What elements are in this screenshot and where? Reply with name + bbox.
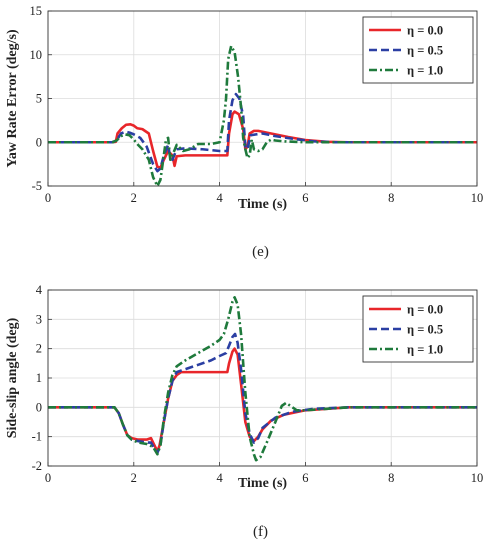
legend-label-2: η = 1.0 xyxy=(407,343,443,357)
series-line-0 xyxy=(48,110,477,169)
y-tick-label: 3 xyxy=(36,312,42,326)
x-tick-label: 4 xyxy=(216,471,223,485)
x-axis-label: Time (s) xyxy=(238,197,287,212)
legend-label-0: η = 0.0 xyxy=(407,24,443,38)
y-tick-label: 15 xyxy=(30,4,43,18)
series-line-2 xyxy=(48,44,477,188)
x-tick-label: 2 xyxy=(131,191,137,205)
x-tick-label: 0 xyxy=(45,191,51,205)
x-tick-label: 0 xyxy=(45,471,51,485)
chart-caption: (f) xyxy=(253,524,268,540)
x-tick-label: 8 xyxy=(388,191,394,205)
y-tick-label: 1 xyxy=(36,371,42,385)
plot-frame xyxy=(47,10,478,187)
legend: η = 0.0 η = 0.5 η = 1.0 xyxy=(362,16,474,84)
x-tick-label: 10 xyxy=(471,191,484,205)
legend-label-1: η = 0.5 xyxy=(407,44,443,58)
x-tick-label: 10 xyxy=(471,471,484,485)
y-axis-label: Yaw Rate Error (deg/s) xyxy=(5,29,20,168)
series-line-1 xyxy=(48,92,477,173)
y-tick-label: 0 xyxy=(36,135,42,149)
y-tick-label: -1 xyxy=(32,430,42,444)
x-tick-label: 2 xyxy=(131,471,137,485)
x-tick-label: 4 xyxy=(216,191,223,205)
x-tick-label: 6 xyxy=(302,191,308,205)
y-axis-label: Side-slip angle (deg) xyxy=(5,317,20,438)
legend: η = 0.0 η = 0.5 η = 1.0 xyxy=(362,295,474,363)
y-tick-label: 4 xyxy=(36,283,43,297)
y-tick-label: 5 xyxy=(36,92,42,106)
y-tick-label: 0 xyxy=(36,400,42,414)
y-tick-label: 2 xyxy=(36,342,42,356)
plot-frame xyxy=(47,289,478,467)
series-line-2 xyxy=(48,296,477,462)
legend-label-0: η = 0.0 xyxy=(407,303,443,317)
x-tick-label: 6 xyxy=(302,471,308,485)
y-tick-label: -5 xyxy=(32,179,42,193)
y-tick-label: 10 xyxy=(30,48,43,62)
x-axis-label: Time (s) xyxy=(238,476,287,491)
legend-label-2: η = 1.0 xyxy=(407,64,443,78)
y-tick-label: -2 xyxy=(32,459,42,473)
x-tick-label: 8 xyxy=(388,471,394,485)
legend-label-1: η = 0.5 xyxy=(407,323,443,337)
chart-1: 0 2 4 6 8 10 -2 -1 0 1 2 3 4 η = 0.0 η = 0.5 η = 1.0 Tim… xyxy=(5,283,483,540)
chart-caption: (e) xyxy=(252,244,269,260)
